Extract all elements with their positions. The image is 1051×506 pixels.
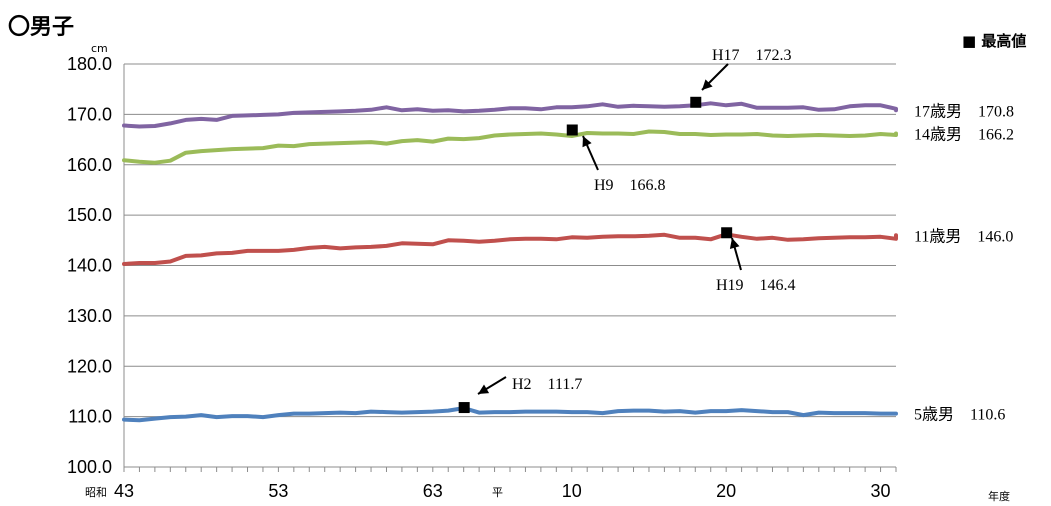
series-end-label: 5歳男 110.6 bbox=[914, 406, 1005, 424]
x-tick-label: 20 bbox=[716, 481, 736, 501]
series-end-labels: 17歳男 170.8 14歳男 166.2 11歳男 146.0 5歳男 110.6 bbox=[914, 102, 1014, 423]
x-tick-label: 43 bbox=[114, 481, 134, 501]
x-tick-label: 63 bbox=[423, 481, 443, 501]
unit-label: cm bbox=[91, 42, 108, 55]
series-end-label: 11歳男 146.0 bbox=[914, 227, 1013, 245]
series-line bbox=[122, 101, 898, 129]
max-marker bbox=[690, 96, 702, 108]
annotation-label: H17 172.3 bbox=[712, 47, 792, 64]
grid-lines bbox=[124, 63, 896, 418]
annotation-label: H2 111.7 bbox=[512, 376, 582, 393]
max-marker bbox=[458, 402, 470, 414]
series-line bbox=[122, 129, 898, 165]
y-tick-label: 110.0 bbox=[68, 407, 112, 427]
y-tick-label: 150.0 bbox=[67, 205, 112, 225]
legend-max-value: ■ 最高値 bbox=[962, 32, 1026, 50]
x-tick-label: 10 bbox=[562, 481, 582, 501]
annotation-arrow-head bbox=[478, 384, 490, 394]
y-tick-label: 170.0 bbox=[67, 104, 112, 124]
era-label: 平 bbox=[492, 486, 503, 499]
annotation-label: H9 166.8 bbox=[594, 177, 666, 194]
y-tick-label: 140.0 bbox=[67, 256, 112, 276]
chart-title: 〇男子 bbox=[8, 15, 74, 40]
y-tick-label: 130.0 bbox=[67, 306, 112, 326]
y-tick-label: 100.0 bbox=[67, 457, 112, 477]
y-tick-label: 160.0 bbox=[67, 155, 112, 175]
series-lines bbox=[122, 101, 898, 423]
era-label: 昭和 bbox=[85, 486, 107, 499]
annotation-arrow-head bbox=[729, 238, 740, 249]
max-annotations: H17 172.3 H9 166.8 H19 146.4 H2 111.7 bbox=[458, 47, 796, 414]
x-tick-label: 53 bbox=[268, 481, 288, 501]
annotation-arrow-head bbox=[582, 136, 592, 148]
x-tick-labels: 43 53 63 10 20 30 昭和 平 bbox=[85, 481, 891, 501]
max-marker bbox=[721, 227, 733, 239]
series-line bbox=[122, 232, 898, 266]
x-axis-label: 年度 bbox=[988, 489, 1010, 503]
series-end-label: 14歳男 166.2 bbox=[914, 126, 1014, 144]
x-tick-label: 30 bbox=[871, 481, 891, 501]
annotation-label: H19 146.4 bbox=[716, 277, 796, 294]
y-tick-label: 120.0 bbox=[67, 356, 112, 376]
y-tick-label: 180.0 bbox=[67, 54, 112, 74]
annotation-arrow-head bbox=[702, 79, 713, 90]
max-marker bbox=[566, 124, 578, 136]
y-tick-labels: 100.0 110.0 120.0 130.0 140.0 150.0 160.0 170.0… bbox=[67, 54, 112, 477]
series-line bbox=[122, 406, 898, 423]
series-end-label: 17歳男 170.8 bbox=[914, 102, 1014, 120]
